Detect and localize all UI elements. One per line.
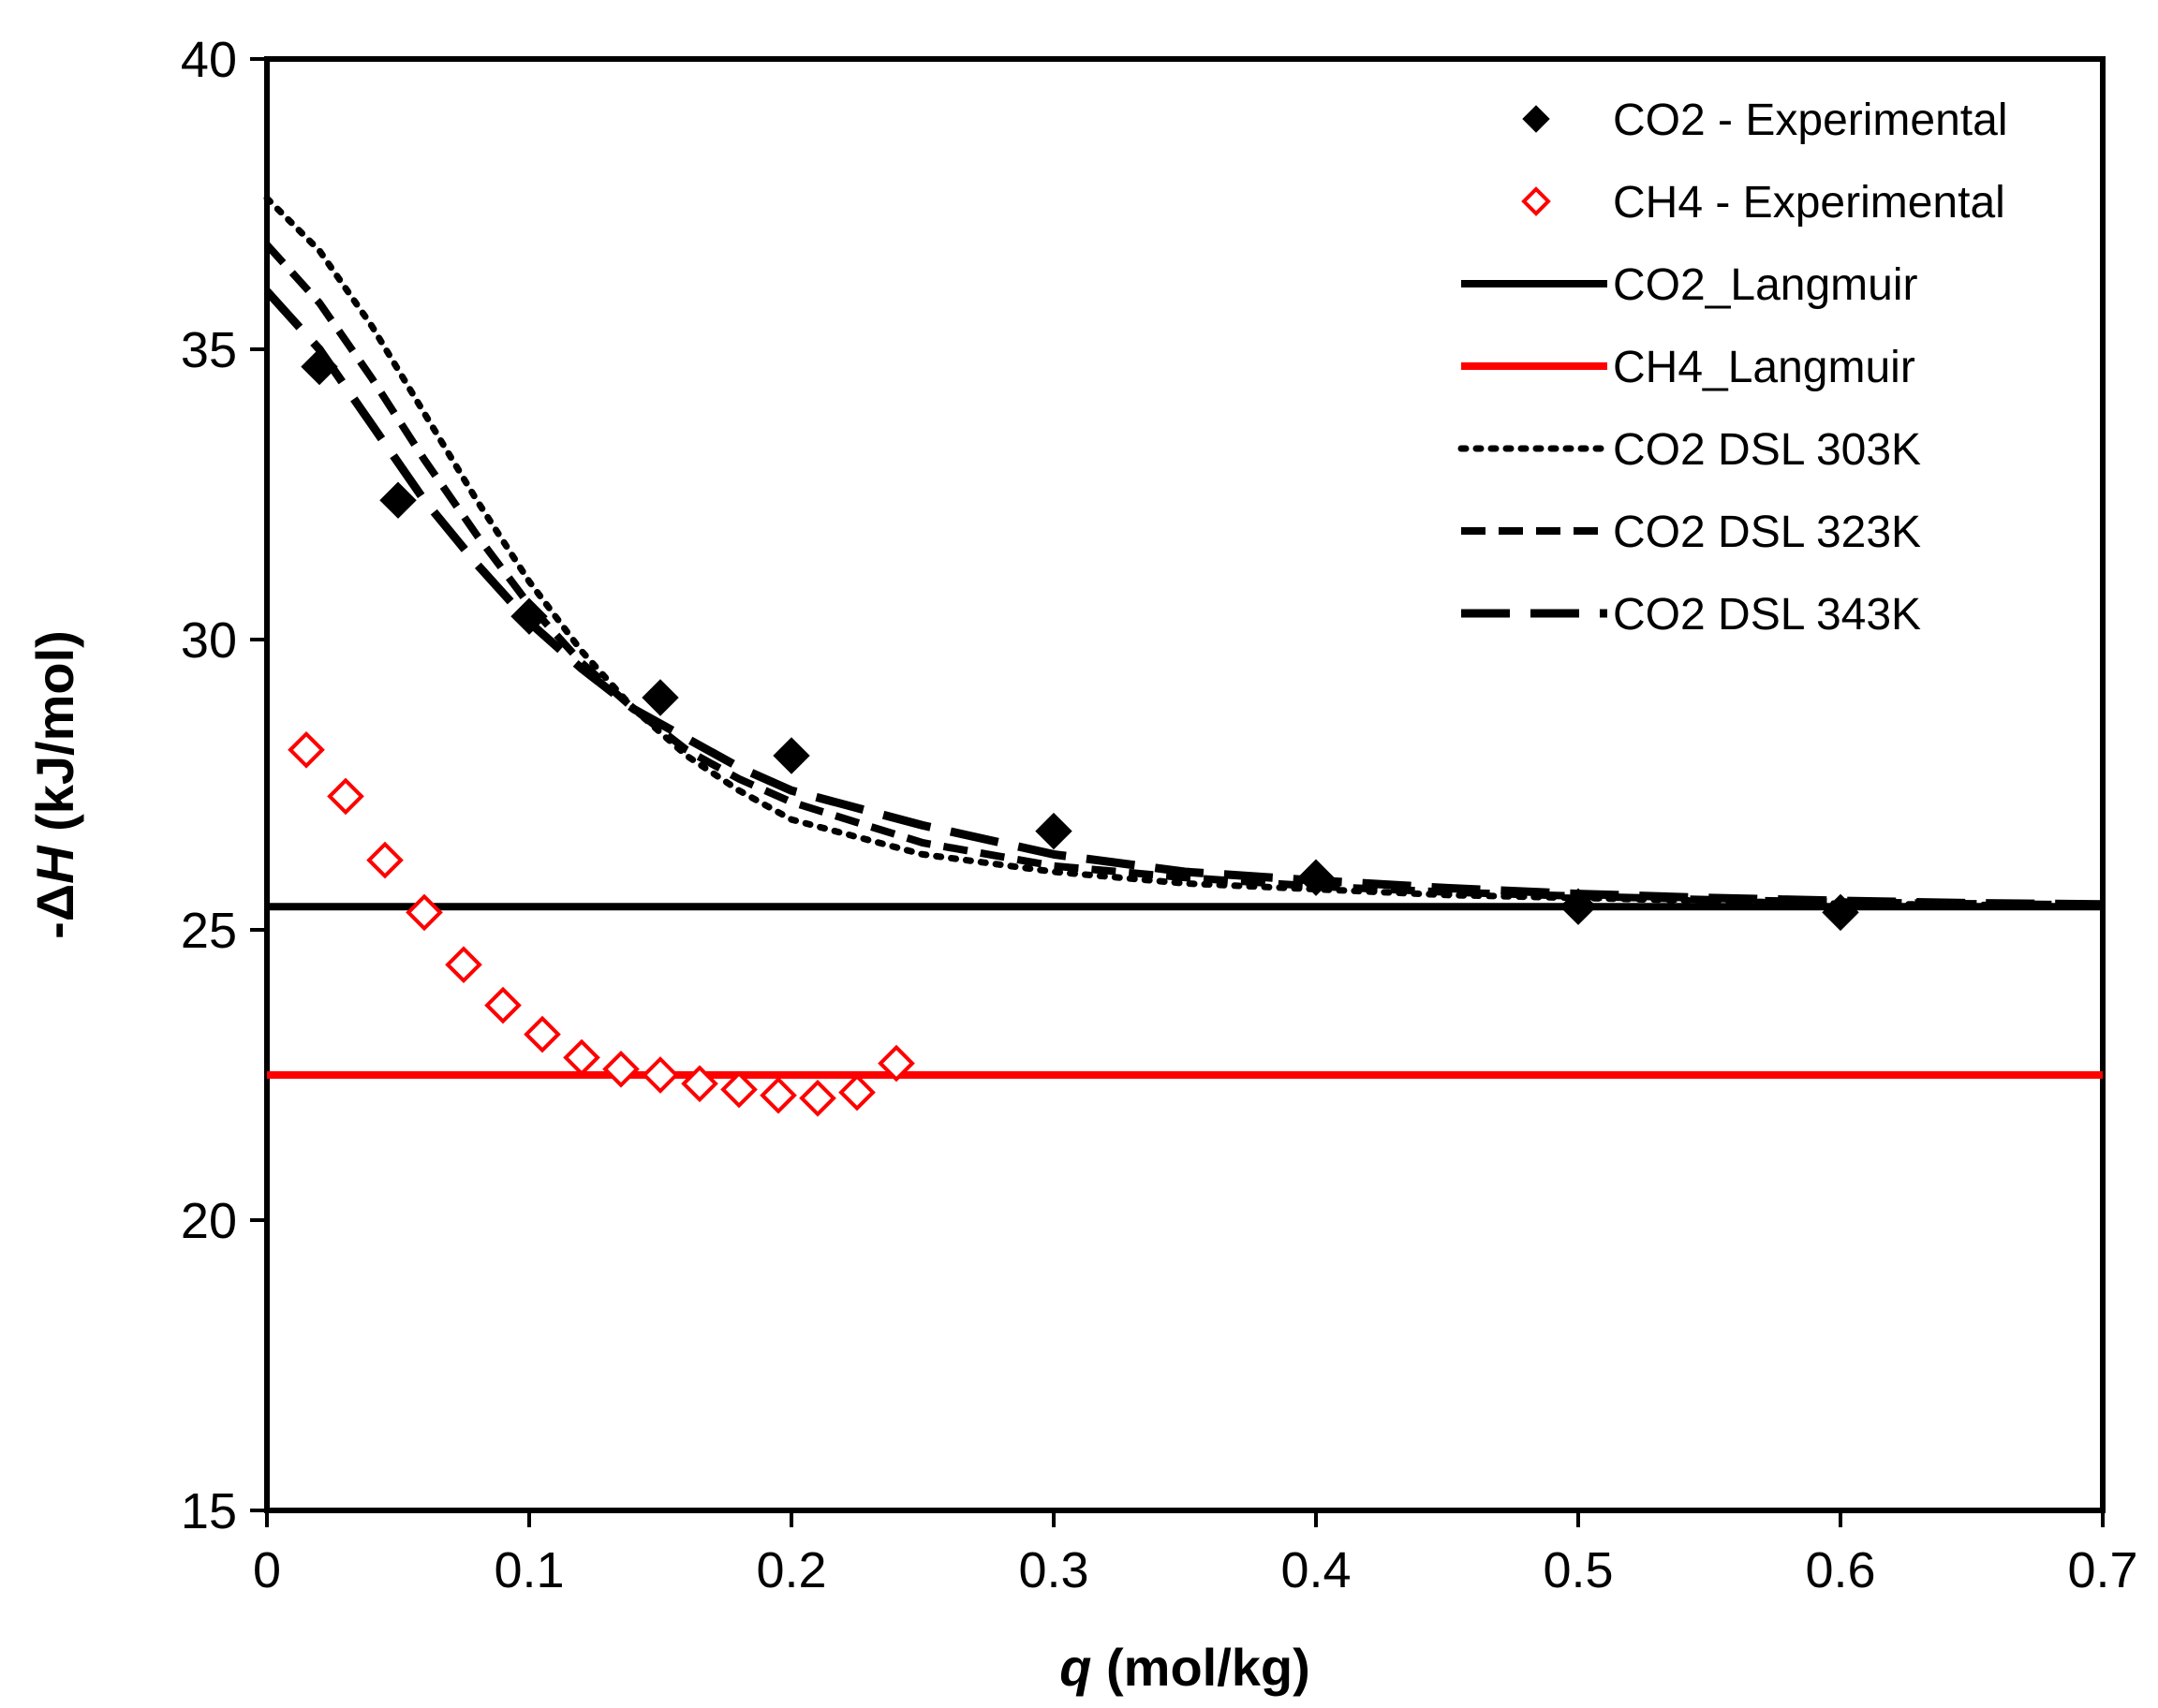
data-point-ch4-experimental — [484, 986, 522, 1024]
y-tick-label: 40 — [181, 32, 237, 88]
data-point-co2-experimental — [1822, 893, 1859, 932]
x-tick-label: 0.3 — [1018, 1542, 1088, 1598]
legend-label: CH4 - Experimental — [1613, 178, 2005, 228]
legend-entry-co2-dsl-343k: CO2 DSL 343K — [1461, 590, 1921, 640]
data-point-ch4-experimental — [720, 1070, 758, 1109]
y-tick-label: 25 — [181, 903, 237, 959]
x-tick-label: 0.7 — [2067, 1542, 2137, 1598]
x-tick-label: 0.5 — [1543, 1542, 1613, 1598]
data-point-co2-experimental — [301, 347, 338, 386]
y-tick-label: 20 — [181, 1193, 237, 1249]
legend-entry-co2-dsl-303k: CO2 DSL 303K — [1457, 425, 1921, 475]
x-tick-label: 0.1 — [494, 1542, 564, 1598]
data-point-co2-experimental — [510, 597, 548, 635]
x-tick-label: 0 — [253, 1542, 281, 1598]
y-axis-variable: H — [25, 845, 84, 884]
legend-swatch — [1522, 105, 1550, 133]
x-tick-label: 0.4 — [1280, 1542, 1351, 1598]
data-point-ch4-experimental — [838, 1073, 876, 1112]
data-point-ch4-experimental — [642, 1056, 679, 1094]
x-tick-label: 0.6 — [1805, 1542, 1875, 1598]
data-point-co2-experimental — [1297, 859, 1335, 896]
data-point-ch4-experimental — [406, 893, 443, 932]
data-point-ch4-experimental — [288, 730, 325, 769]
data-point-ch4-experimental — [681, 1065, 718, 1103]
x-axis: 0 0.1 0.2 0.3 0.4 0.5 0.6 0.7 — [253, 1510, 2138, 1598]
legend-label: CO2_Langmuir — [1613, 260, 1918, 310]
data-point-ch4-experimental — [445, 946, 482, 984]
legend-label: CO2 DSL 323K — [1613, 508, 1921, 557]
y-axis: 15 20 25 30 35 40 — [181, 32, 267, 1539]
x-axis-title: q (mol/kg) — [1059, 1638, 1310, 1697]
x-tick-label: 0.2 — [756, 1542, 826, 1598]
data-point-ch4-experimental — [563, 1038, 600, 1077]
x-axis-unit: (mol/kg) — [1091, 1638, 1309, 1697]
data-point-co2-experimental — [773, 737, 810, 774]
data-point-co2-experimental — [1035, 812, 1072, 850]
legend-entry-ch4-experimental: CH4 - Experimental — [1521, 178, 2005, 228]
legend-label: CH4_Langmuir — [1613, 343, 1915, 392]
data-point-ch4-experimental — [366, 841, 404, 879]
data-point-ch4-experimental — [760, 1076, 797, 1114]
legend: CO2 - Experimental CH4 - Experimental CO2_… — [1457, 96, 2007, 640]
series-lines — [263, 195, 2106, 1079]
x-axis-variable: q — [1059, 1638, 1091, 1697]
y-tick-label: 30 — [181, 612, 237, 669]
data-point-co2-experimental — [379, 481, 417, 519]
legend-entry-ch4-langmuir: CH4_Langmuir — [1461, 343, 1915, 392]
data-point-ch4-experimental — [878, 1044, 915, 1082]
data-point-ch4-experimental — [524, 1015, 561, 1053]
legend-label: CO2 - Experimental — [1613, 96, 2007, 145]
legend-label: CO2 DSL 303K — [1613, 425, 1921, 475]
legend-entry-co2-experimental: CO2 - Experimental — [1522, 96, 2007, 145]
data-point-co2-experimental — [642, 679, 679, 716]
data-point-ch4-experimental — [602, 1050, 640, 1088]
legend-label: CO2 DSL 343K — [1613, 590, 1921, 640]
y-tick-label: 15 — [181, 1483, 237, 1539]
y-axis-unit: (kJ/mol) — [25, 630, 84, 846]
y-tick-label: 35 — [181, 322, 237, 378]
legend-swatch — [1521, 186, 1551, 216]
series-markers — [288, 347, 1859, 1117]
legend-entry-co2-dsl-323k: CO2 DSL 323K — [1461, 508, 1921, 557]
plot-area — [264, 56, 2106, 1513]
y-axis-title: -ΔH (kJ/mol) — [25, 630, 84, 939]
data-point-ch4-experimental — [799, 1079, 836, 1117]
series-line-co2-dsl-343k — [263, 287, 2104, 909]
legend-entry-co2-langmuir: CO2_Langmuir — [1461, 260, 1918, 310]
data-point-co2-experimental — [1559, 888, 1597, 925]
y-axis-prefix: -Δ — [25, 884, 84, 939]
data-point-ch4-experimental — [327, 777, 364, 816]
